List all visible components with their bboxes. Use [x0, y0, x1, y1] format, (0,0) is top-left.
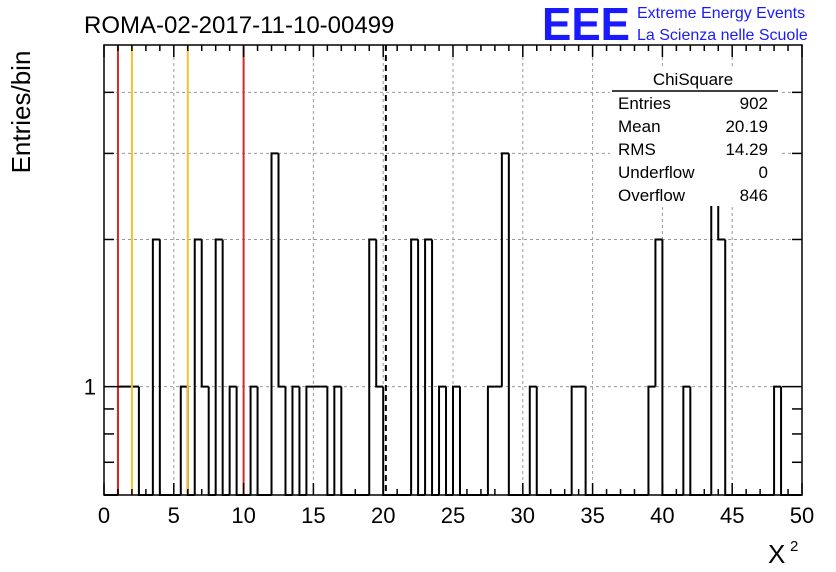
stats-rows: Entries 902 Mean 20.19 RMS 14.29 Underflow 0 Ove…	[618, 94, 768, 205]
histogram-bin	[151, 238, 160, 495]
histogram-bin	[249, 385, 258, 495]
x-axis-label-base: X	[768, 539, 785, 569]
x-tick-label: 10	[231, 503, 255, 528]
histogram-bin	[207, 386, 216, 496]
histogram-bin	[500, 152, 509, 387]
run-title: ROMA-02-2017-11-10-00499	[84, 12, 394, 39]
histogram-bin	[375, 239, 384, 388]
x-tick-label: 5	[168, 503, 180, 528]
histogram-bin	[410, 238, 419, 495]
histogram-bin	[298, 386, 307, 496]
stats-row-label: Overflow	[618, 186, 686, 205]
histogram-bin	[186, 386, 195, 496]
histogram-bin	[535, 386, 544, 496]
histogram-bin	[305, 385, 314, 495]
x-tick-label: 50	[790, 503, 814, 528]
stats-row-label: RMS	[618, 140, 656, 159]
histogram-bin	[452, 385, 460, 495]
histogram-bin	[486, 385, 495, 495]
histogram-bin	[116, 385, 125, 495]
histogram-bin	[682, 385, 691, 495]
histogram-bin	[661, 239, 670, 496]
stats-row-value: 902	[740, 94, 768, 113]
stats-row-value: 846	[740, 186, 768, 205]
histogram-bin	[228, 385, 237, 495]
histogram-bin	[179, 385, 188, 495]
y-tick-label: 1	[84, 375, 96, 400]
x-tick-label: 20	[371, 503, 395, 528]
stats-row-label: Entries	[618, 94, 671, 113]
x-tick-label: 0	[98, 503, 110, 528]
stats-row-value: 14.29	[725, 140, 768, 159]
stats-row-label: Mean	[618, 117, 661, 136]
logo-line-2: La Scienza nelle Scuole	[637, 27, 808, 44]
stats-box-background	[610, 66, 780, 206]
stats-row-label: Underflow	[618, 163, 695, 182]
histogram-bin	[528, 385, 537, 495]
histogram-bin	[445, 386, 453, 496]
histogram-bin	[584, 386, 593, 496]
marker-lines	[116, 45, 387, 495]
stats-row-value: 0	[759, 163, 768, 182]
histogram-bin	[368, 238, 377, 495]
histogram-bin	[284, 386, 293, 496]
histogram-bin	[326, 386, 335, 496]
histogram-bin	[570, 385, 579, 495]
histogram-bin	[193, 238, 202, 495]
histogram-bin	[158, 239, 167, 496]
stats-box: ChiSquare Entries 902 Mean 20.19 RMS 14.29 Und…	[610, 66, 780, 206]
eee-logo: EEE Extreme Energy Events La Scienza nel…	[542, 0, 808, 50]
x-axis-ticks: 0 5 10 15 20 25 30 35 40 45 50	[98, 45, 814, 528]
histogram-bin	[438, 385, 447, 495]
stats-row-value: 20.19	[725, 117, 768, 136]
histogram-bin	[235, 386, 244, 496]
x-tick-label: 35	[580, 503, 604, 528]
histogram-bin	[200, 239, 209, 388]
histogram-bin	[647, 385, 656, 495]
y-axis-label: Entries/bin	[6, 51, 36, 174]
histogram-bin	[333, 385, 342, 495]
histogram-bin	[458, 386, 467, 496]
histogram-bin	[689, 386, 698, 496]
stats-title: ChiSquare	[653, 70, 733, 89]
x-tick-label: 40	[650, 503, 674, 528]
histogram-bin	[424, 238, 433, 495]
histogram-bin	[507, 153, 516, 496]
x-axis-label-superscript: 2	[790, 538, 798, 555]
histogram-bin	[417, 239, 426, 496]
histogram-bin	[724, 239, 733, 496]
x-tick-label: 15	[301, 503, 325, 528]
x-axis-label: X 2	[768, 538, 798, 569]
x-tick-label: 45	[720, 503, 744, 528]
histogram-bin	[277, 153, 286, 388]
histogram-bin	[221, 239, 230, 496]
y-axis-ticks: 1	[84, 91, 802, 496]
histogram-bin	[214, 238, 223, 495]
histogram-bin	[256, 386, 265, 496]
histogram-bin	[270, 152, 279, 495]
histogram-bin	[780, 386, 789, 496]
histogram-bin	[773, 385, 782, 495]
histogram-bin	[654, 238, 663, 387]
histogram-bin	[340, 386, 349, 496]
histogram-bin	[431, 239, 440, 496]
x-tick-label: 30	[511, 503, 535, 528]
histogram-bin	[137, 386, 146, 496]
logo-mark: EEE	[542, 0, 630, 50]
logo-line-1: Extreme Energy Events	[637, 5, 805, 22]
histogram-bin	[291, 385, 300, 495]
x-tick-label: 25	[441, 503, 465, 528]
